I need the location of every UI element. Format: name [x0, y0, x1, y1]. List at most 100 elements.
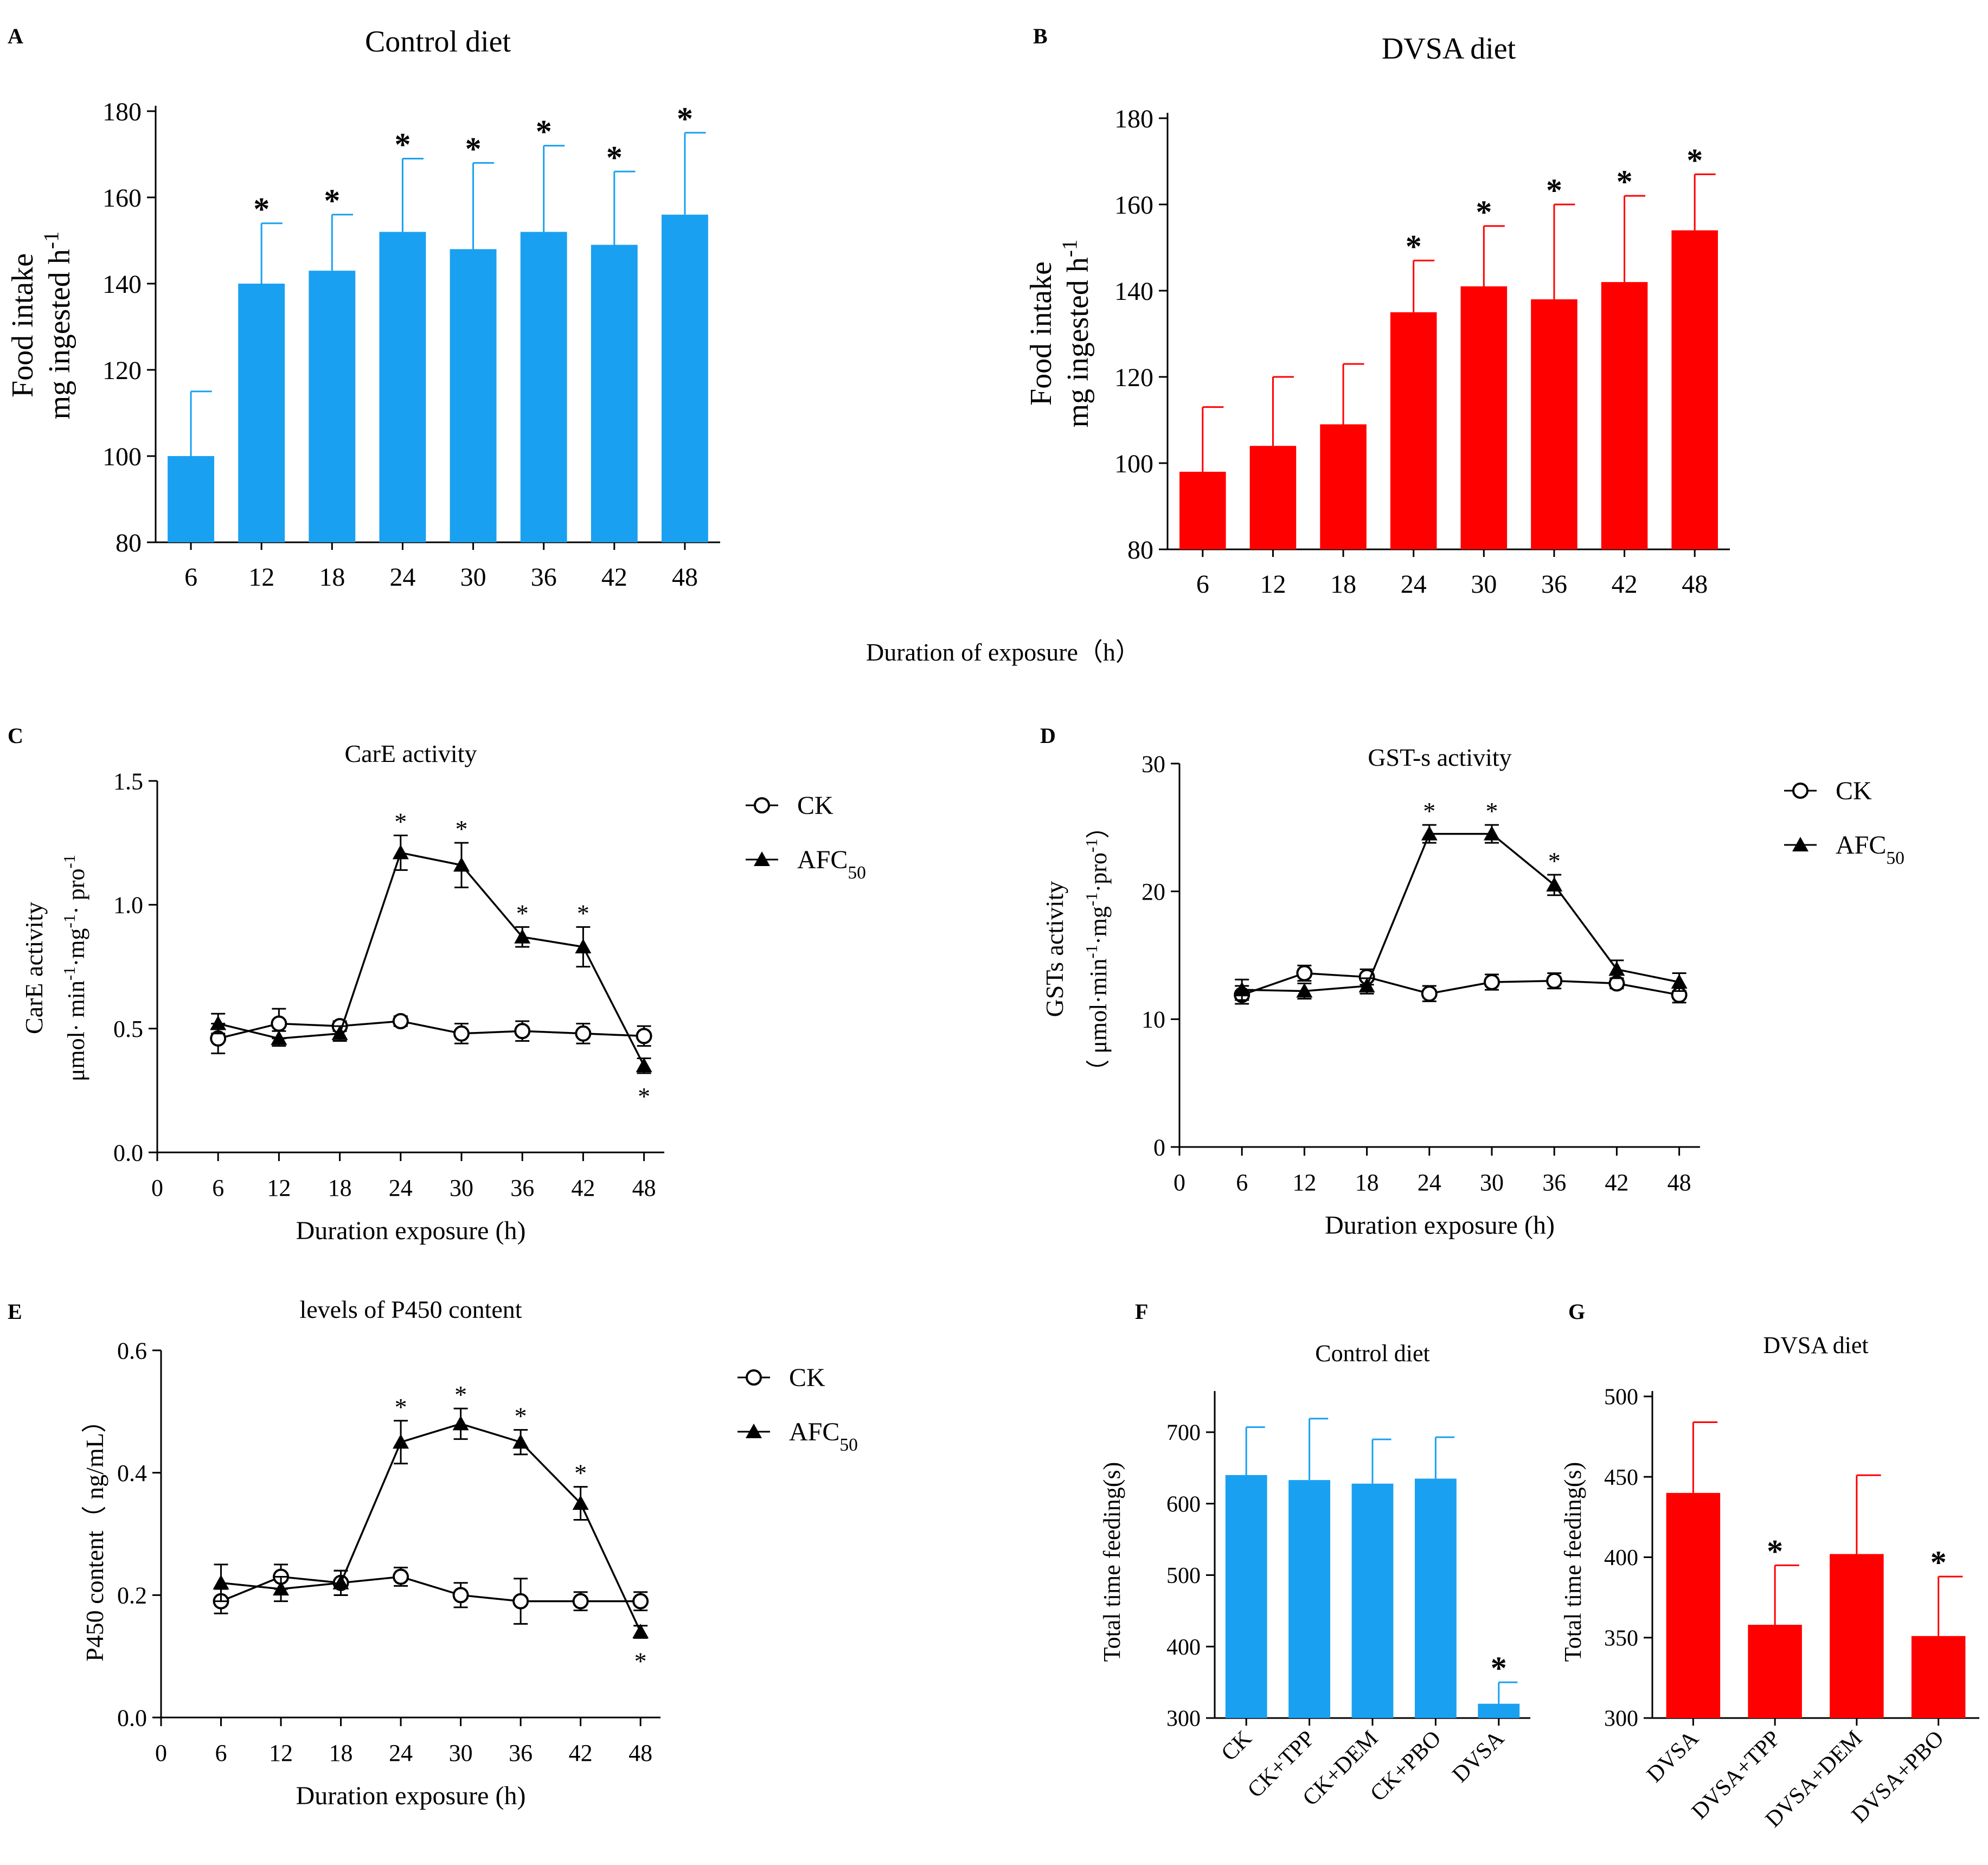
- data-point-marker: [392, 1012, 409, 1029]
- y-axis-label-units-part: · pro: [63, 869, 89, 914]
- data-point-marker: [1792, 783, 1809, 799]
- data-point-marker: [632, 1593, 649, 1610]
- x-tick-label: 6: [212, 1175, 224, 1201]
- y-tick-label: 300: [1604, 1707, 1638, 1732]
- significance-star: *: [394, 126, 411, 162]
- significance-star: *: [638, 1082, 650, 1110]
- y-tick-label: 0.2: [117, 1582, 147, 1609]
- data-point-marker: [514, 928, 531, 944]
- series-line: [220, 1575, 641, 1603]
- chart-title: DVSA diet: [1763, 1332, 1868, 1358]
- y-tick-label: 20: [1142, 879, 1165, 905]
- y-tick-label: 160: [1114, 191, 1153, 220]
- significance-star: *: [324, 183, 340, 219]
- y-tick-label: 0.0: [117, 1704, 147, 1731]
- series-line: [1241, 972, 1679, 996]
- legend-label-subscript: 50: [848, 863, 866, 883]
- data-point-marker: [1546, 876, 1563, 892]
- x-tick-label: 12: [267, 1175, 291, 1201]
- series-line: [217, 851, 645, 1066]
- y-axis-label-units: （ μmol·min-1·mg-1·pro-1）: [1082, 815, 1112, 1083]
- y-tick-label: 120: [102, 356, 142, 385]
- bar: [661, 214, 708, 542]
- x-tick-label: 36: [510, 1175, 534, 1201]
- y-tick-label: 400: [1604, 1546, 1638, 1571]
- data-point-marker: [746, 1369, 762, 1386]
- data-point-marker: [1671, 973, 1688, 989]
- y-axis-label-units-part: -1: [40, 232, 63, 249]
- panel-label: B: [1033, 24, 1048, 48]
- significance-star: *: [516, 899, 529, 927]
- bar: [1830, 1554, 1884, 1718]
- x-tick-label: 36: [509, 1740, 533, 1766]
- y-axis-label-units-part: -1: [1082, 945, 1101, 959]
- bar: [1225, 1475, 1267, 1718]
- x-tick-label: 24: [389, 563, 415, 592]
- panel-label: D: [1040, 723, 1056, 748]
- data-point-marker: [1234, 982, 1250, 997]
- y-tick-label: 0.6: [117, 1337, 147, 1364]
- bar: [1460, 286, 1508, 549]
- y-tick-label: 30: [1142, 751, 1165, 777]
- data-point-marker: [1296, 983, 1313, 998]
- y-tick-label: 500: [1166, 1563, 1201, 1588]
- data-point-marker: [636, 1058, 652, 1073]
- y-axis-label-units-part: ）: [1085, 815, 1112, 838]
- legend-label-text: CK: [789, 1363, 825, 1392]
- legend-label: AFC50: [797, 845, 866, 883]
- significance-star: *: [1686, 142, 1703, 178]
- y-axis-label-units-part: ·pro: [1085, 853, 1112, 892]
- significance-star: *: [574, 1459, 587, 1487]
- significance-star: *: [1617, 164, 1633, 200]
- data-point-marker: [575, 938, 592, 953]
- y-tick-label: 700: [1166, 1421, 1201, 1446]
- y-tick-label: 1.5: [113, 768, 143, 794]
- data-point-marker: [331, 1025, 348, 1040]
- data-point-marker: [452, 1587, 469, 1604]
- x-axis-label: Duration exposure (h): [296, 1216, 526, 1245]
- chart-panel-G: 300350400450500DVSADVSA+TPP*DVSA+DEMDVSA…: [1560, 1299, 1979, 1832]
- x-tick-label: 18: [1330, 570, 1356, 599]
- legend-label: AFC50: [1836, 831, 1904, 868]
- panel-label: G: [1568, 1299, 1585, 1324]
- y-axis-label: CarE activity: [20, 902, 48, 1034]
- significance-star: *: [1486, 797, 1498, 825]
- data-point-marker: [332, 1574, 349, 1590]
- y-tick-label: 500: [1604, 1385, 1638, 1410]
- bar: [1249, 446, 1297, 549]
- shared-x-axis-label: Duration of exposure（h）: [866, 638, 1140, 666]
- y-axis-label-units-part: （ μmol·min: [1085, 959, 1112, 1084]
- chart-title: levels of P450 content: [299, 1296, 522, 1323]
- data-point-marker: [512, 1593, 529, 1610]
- significance-star: *: [634, 1647, 647, 1675]
- y-tick-label: 100: [1114, 450, 1153, 478]
- bar: [309, 271, 356, 542]
- x-tick-label: 12: [269, 1740, 293, 1766]
- significance-star: *: [1546, 172, 1562, 208]
- y-axis-label-units: μmol· min-1·mg-1· pro-1: [60, 855, 89, 1081]
- x-tick-label: 36: [1542, 1169, 1566, 1196]
- significance-star: *: [677, 101, 693, 137]
- series-line: [217, 1020, 644, 1040]
- y-tick-label: 1.0: [113, 892, 143, 919]
- x-tick-label: 0: [151, 1175, 163, 1201]
- series-line: [221, 1422, 642, 1632]
- data-point-marker: [1792, 837, 1809, 851]
- data-point-marker: [271, 1030, 287, 1045]
- x-tick-label: 6: [1196, 570, 1209, 599]
- x-tick-label: 6: [1236, 1169, 1248, 1196]
- significance-star: *: [515, 1402, 527, 1430]
- significance-star: *: [1406, 228, 1422, 264]
- y-tick-label: 0.5: [113, 1016, 143, 1042]
- bar: [520, 232, 567, 543]
- y-tick-label: 300: [1166, 1707, 1201, 1732]
- data-point-marker: [1296, 965, 1313, 982]
- y-tick-label: 80: [116, 529, 142, 557]
- data-point-marker: [512, 1434, 529, 1449]
- chart-panel-C: 0.0 0.5 1.0 1.5 0 6 12 18 24 30 36 42 48 * * * * * CK AFC50…: [8, 723, 866, 1245]
- bar: [1320, 424, 1367, 549]
- legend-label-text: AFC: [797, 845, 848, 874]
- data-point-marker: [453, 1025, 470, 1042]
- bar: [1601, 282, 1648, 549]
- significance-star: *: [577, 899, 589, 927]
